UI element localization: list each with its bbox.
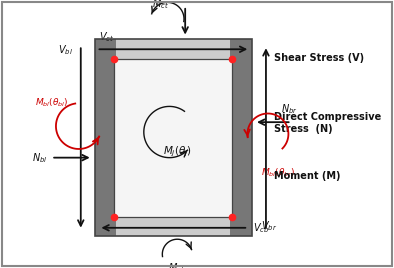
Text: $V_{ct}$: $V_{ct}$ <box>98 30 114 44</box>
Text: $M_{cb}$: $M_{cb}$ <box>168 261 186 268</box>
Text: Moment (M): Moment (M) <box>274 172 340 181</box>
Text: $N_{bl}$: $N_{bl}$ <box>32 151 47 165</box>
Text: $N_{ct}$: $N_{ct}$ <box>177 0 193 2</box>
Bar <box>95 39 116 236</box>
Text: $M_{bl}(\theta_{bl})$: $M_{bl}(\theta_{bl})$ <box>35 96 69 109</box>
Text: $M_j(\theta_j)$: $M_j(\theta_j)$ <box>163 144 192 159</box>
Text: $M_{ct}$: $M_{ct}$ <box>152 0 169 11</box>
Bar <box>95 39 252 236</box>
Text: Direct Compressive
Stress  (N): Direct Compressive Stress (N) <box>274 112 381 134</box>
Text: $V_{br}$: $V_{br}$ <box>261 219 277 233</box>
Text: $V_{cb}$: $V_{cb}$ <box>253 221 269 235</box>
Bar <box>114 59 232 217</box>
Text: $M_{bl}(\theta_{br})$: $M_{bl}(\theta_{br})$ <box>261 166 295 179</box>
Bar <box>230 39 252 236</box>
Text: $V_{bl}$: $V_{bl}$ <box>58 43 73 57</box>
Text: $N_{br}$: $N_{br}$ <box>281 102 297 116</box>
Text: Shear Stress (V): Shear Stress (V) <box>274 53 364 63</box>
Bar <box>95 39 252 236</box>
